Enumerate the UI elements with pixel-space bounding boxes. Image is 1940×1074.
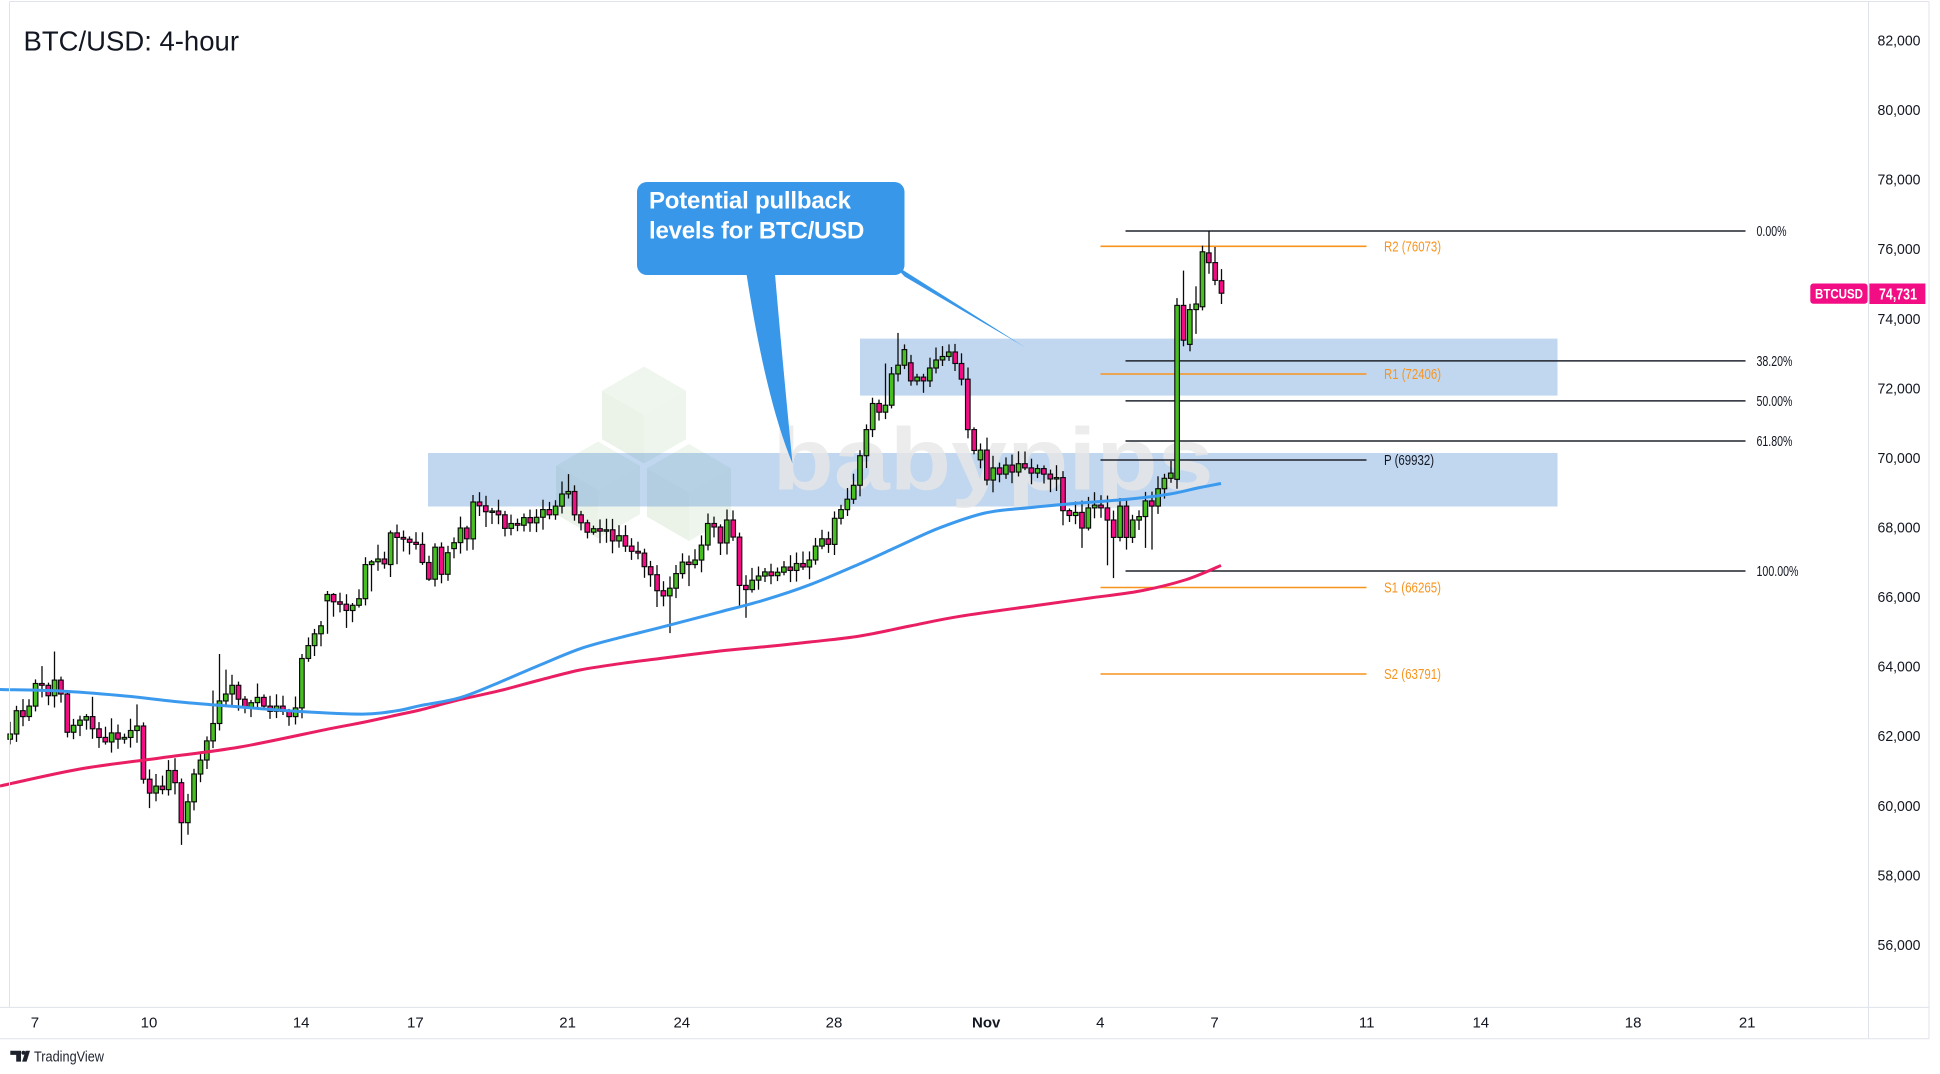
svg-text:61.80%: 61.80% <box>1757 434 1793 450</box>
svg-text:BTCUSD: BTCUSD <box>1815 287 1863 302</box>
svg-text:64,000: 64,000 <box>1878 659 1921 676</box>
svg-text:11: 11 <box>1359 1015 1375 1032</box>
svg-text:17: 17 <box>407 1015 424 1032</box>
svg-text:Nov: Nov <box>972 1015 1001 1032</box>
svg-text:28: 28 <box>826 1015 843 1032</box>
svg-text:R2 (76073): R2 (76073) <box>1384 239 1441 255</box>
svg-text:R1 (72406): R1 (72406) <box>1384 367 1441 383</box>
svg-text:62,000: 62,000 <box>1878 728 1921 745</box>
svg-text:24: 24 <box>673 1015 690 1032</box>
svg-text:21: 21 <box>1739 1015 1756 1032</box>
svg-text:TradingView: TradingView <box>34 1049 104 1066</box>
svg-text:70,000: 70,000 <box>1878 450 1921 467</box>
svg-text:82,000: 82,000 <box>1878 33 1921 50</box>
svg-text:74,731: 74,731 <box>1879 287 1917 304</box>
svg-text:74,000: 74,000 <box>1878 311 1921 328</box>
svg-text:78,000: 78,000 <box>1878 172 1921 189</box>
svg-text:50.00%: 50.00% <box>1757 394 1793 410</box>
svg-text:38.20%: 38.20% <box>1757 354 1793 370</box>
svg-text:60,000: 60,000 <box>1878 798 1921 815</box>
svg-text:66,000: 66,000 <box>1878 589 1921 606</box>
svg-text:58,000: 58,000 <box>1878 867 1921 884</box>
svg-text:Potential pullback: Potential pullback <box>649 188 852 215</box>
svg-text:4: 4 <box>1096 1015 1104 1032</box>
svg-text:0.00%: 0.00% <box>1757 224 1787 240</box>
svg-text:56,000: 56,000 <box>1878 937 1921 954</box>
svg-text:S1 (66265): S1 (66265) <box>1384 581 1441 597</box>
svg-text:68,000: 68,000 <box>1878 519 1921 536</box>
svg-text:S2 (63791): S2 (63791) <box>1384 667 1441 683</box>
svg-text:7: 7 <box>1210 1015 1218 1032</box>
svg-text:18: 18 <box>1625 1015 1642 1032</box>
svg-text:14: 14 <box>293 1015 310 1032</box>
svg-text:levels for BTC/USD: levels for BTC/USD <box>649 218 864 245</box>
svg-text:14: 14 <box>1472 1015 1489 1032</box>
svg-text:100.00%: 100.00% <box>1757 564 1799 580</box>
svg-text:P (69932): P (69932) <box>1384 453 1434 469</box>
svg-text:BTC/USD: 4-hour: BTC/USD: 4-hour <box>24 26 239 57</box>
svg-text:21: 21 <box>559 1015 576 1032</box>
svg-text:80,000: 80,000 <box>1878 102 1921 119</box>
svg-text:76,000: 76,000 <box>1878 241 1921 258</box>
svg-text:72,000: 72,000 <box>1878 380 1921 397</box>
svg-text:7: 7 <box>31 1015 39 1032</box>
svg-text:10: 10 <box>141 1015 158 1032</box>
